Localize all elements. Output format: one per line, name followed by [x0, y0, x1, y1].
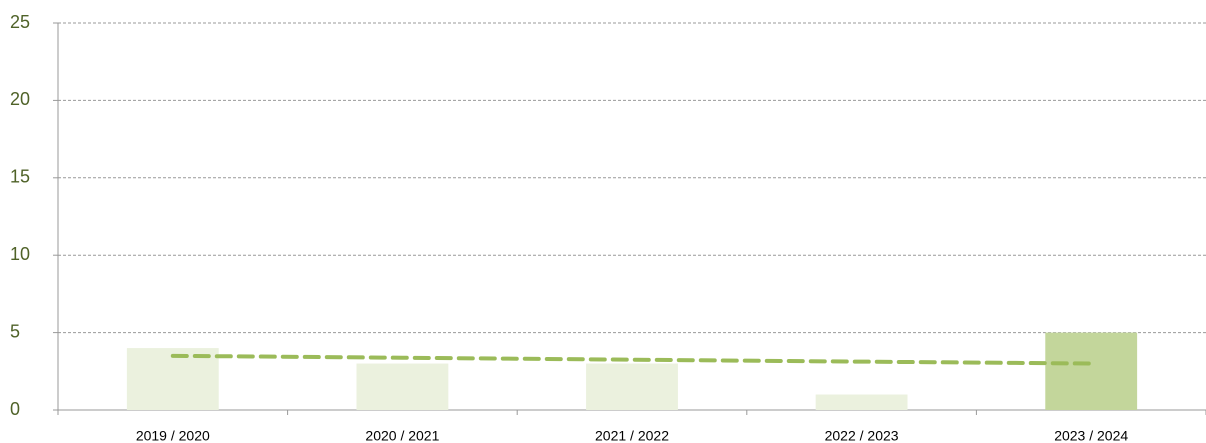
bar — [126, 348, 219, 410]
bar — [356, 363, 449, 410]
x-tick-label: 2023 / 2024 — [1054, 428, 1128, 443]
x-tick-label: 2022 / 2023 — [825, 428, 899, 443]
x-tick-label: 2021 / 2022 — [595, 428, 669, 443]
bar — [815, 394, 908, 410]
y-tick-label: 0 — [10, 399, 20, 419]
y-tick-label: 5 — [10, 321, 20, 341]
bar — [586, 363, 678, 410]
y-tick-label: 15 — [10, 167, 30, 187]
x-tick-label: 2019 / 2020 — [136, 428, 210, 443]
y-tick-label: 25 — [10, 12, 30, 32]
y-tick-label: 10 — [10, 244, 30, 264]
bar — [1045, 332, 1138, 410]
trend-line — [170, 353, 1094, 366]
x-tick-label: 2020 / 2021 — [365, 428, 439, 443]
y-tick-label: 20 — [10, 89, 30, 109]
